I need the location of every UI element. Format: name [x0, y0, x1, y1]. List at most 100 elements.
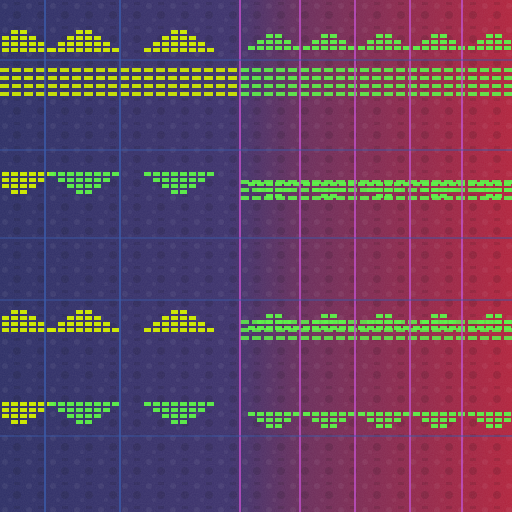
bank-cell	[24, 76, 33, 80]
cache-cell	[367, 188, 374, 192]
cache-cell	[85, 190, 92, 194]
bank-cell	[276, 328, 285, 332]
bank-cell	[276, 84, 285, 88]
bank-cell	[300, 196, 309, 200]
bank-cell	[480, 76, 489, 80]
cache-cell	[162, 172, 169, 176]
bank-cell	[408, 188, 417, 192]
cache-cell	[180, 328, 187, 332]
cache-cell	[413, 46, 420, 50]
cache-cell	[321, 314, 328, 318]
cache-cell	[376, 314, 383, 318]
bank-cell	[276, 92, 285, 96]
cache-cell	[449, 418, 456, 422]
bank-cell	[384, 328, 393, 332]
cache-cell	[486, 326, 493, 330]
cache-cell	[385, 40, 392, 44]
bank-cell	[84, 84, 93, 88]
bank-cell	[384, 68, 393, 72]
cache-cell	[11, 316, 18, 320]
cache-cell	[403, 182, 410, 186]
cache-cell	[486, 194, 493, 198]
bank-cell	[324, 320, 333, 324]
cache-cell	[94, 328, 101, 332]
cache-cell	[180, 316, 187, 320]
cache-cell	[29, 42, 36, 46]
bank-cell	[432, 84, 441, 88]
cache-cell	[198, 402, 205, 406]
cache-cell	[29, 178, 36, 182]
cache-cell	[431, 412, 438, 416]
bank-cell	[360, 180, 369, 184]
bank-cell	[24, 84, 33, 88]
cache-cell	[85, 402, 92, 406]
cache-cell	[330, 320, 337, 324]
cache-cell	[2, 178, 9, 182]
bank-cell	[312, 336, 321, 340]
bank-cell	[504, 320, 512, 324]
cache-cell	[440, 40, 447, 44]
bank-cell	[204, 84, 213, 88]
cache-cell	[376, 34, 383, 38]
cache-cell	[207, 328, 214, 332]
cache-cell	[76, 30, 83, 34]
cache-cell	[385, 418, 392, 422]
cache-cell	[180, 408, 187, 412]
bank-cell	[60, 84, 69, 88]
bank-cell	[24, 92, 33, 96]
bank-cell	[168, 92, 177, 96]
cache-cell	[58, 408, 65, 412]
bank-cell	[60, 76, 69, 80]
cache-cell	[189, 402, 196, 406]
cache-cell	[76, 322, 83, 326]
cache-cell	[94, 184, 101, 188]
bank-cell	[360, 328, 369, 332]
cache-cell	[76, 402, 83, 406]
cache-cell	[431, 46, 438, 50]
cache-cell	[58, 48, 65, 52]
cache-cell	[29, 402, 36, 406]
bank-cell	[348, 336, 357, 340]
bank-cell	[348, 188, 357, 192]
bank-cell	[288, 92, 297, 96]
bank-cell	[276, 68, 285, 72]
bank-cell	[492, 180, 501, 184]
bank-cell	[372, 84, 381, 88]
bank-cell	[444, 336, 453, 340]
cache-cell	[2, 402, 9, 406]
bank-cell	[504, 76, 512, 80]
bank-cell	[312, 92, 321, 96]
cache-cell	[162, 184, 169, 188]
cache-cell	[76, 178, 83, 182]
cache-cell	[486, 424, 493, 428]
cache-cell	[257, 412, 264, 416]
cache-cell	[275, 46, 282, 50]
cache-cell	[394, 46, 401, 50]
bank-cell	[408, 92, 417, 96]
bank-cell	[84, 92, 93, 96]
bank-cell	[456, 92, 465, 96]
bank-cell	[444, 76, 453, 80]
cache-cell	[11, 328, 18, 332]
cache-cell	[2, 42, 9, 46]
cache-cell	[11, 48, 18, 52]
cache-cell	[385, 46, 392, 50]
cache-cell	[486, 412, 493, 416]
bank-cell	[444, 196, 453, 200]
bank-cell	[336, 68, 345, 72]
cache-cell	[76, 36, 83, 40]
cache-cell	[49, 328, 56, 332]
bank-cell	[156, 92, 165, 96]
bank-cell	[372, 188, 381, 192]
bank-cell	[264, 188, 273, 192]
cache-cell	[85, 184, 92, 188]
cache-cell	[180, 420, 187, 424]
bank-cell	[384, 336, 393, 340]
bank-cell	[348, 68, 357, 72]
cache-cell	[94, 322, 101, 326]
bank-cell	[264, 92, 273, 96]
cache-cell	[431, 40, 438, 44]
bank-cell	[408, 328, 417, 332]
bank-cell	[72, 68, 81, 72]
bank-cell	[60, 68, 69, 72]
